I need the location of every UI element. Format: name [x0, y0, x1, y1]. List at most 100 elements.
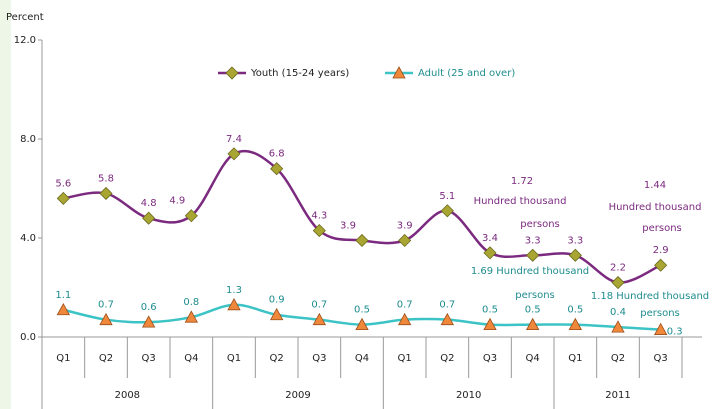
side-strip — [0, 0, 11, 409]
data-label: 0.5 — [525, 305, 541, 316]
data-label: 0.4 — [610, 307, 626, 318]
x-tick-label: Q1 — [56, 353, 70, 364]
marker — [611, 275, 625, 290]
data-label: 1.3 — [226, 285, 242, 296]
x-tick-label: Q1 — [568, 353, 582, 364]
x-tick-label: Q4 — [355, 353, 369, 364]
x-tick-label: Q4 — [526, 353, 540, 364]
marker — [227, 147, 241, 161]
year-label: 2011 — [605, 390, 630, 401]
x-tick-label: Q2 — [440, 353, 454, 364]
data-label: 7.4 — [226, 134, 242, 145]
marker — [654, 258, 668, 272]
marker — [392, 66, 406, 79]
x-tick-label: Q3 — [142, 353, 156, 364]
data-label: 4.3 — [311, 211, 327, 222]
marker — [312, 312, 327, 326]
y-axis-label: Percent — [6, 12, 44, 23]
marker — [611, 320, 625, 333]
annotation: persons — [515, 290, 555, 301]
data-label: 3.3 — [525, 235, 541, 246]
data-label: 0.7 — [397, 300, 413, 311]
x-tick-label: Q2 — [611, 353, 625, 364]
x-tick-label: Q2 — [99, 353, 113, 364]
marker — [653, 322, 668, 335]
marker — [227, 297, 241, 311]
data-label: 0.7 — [439, 300, 455, 311]
marker — [269, 307, 284, 321]
data-label: 0.5 — [482, 305, 498, 316]
data-label: 2.2 — [610, 263, 626, 274]
marker — [355, 317, 369, 331]
marker — [99, 312, 113, 326]
marker — [312, 224, 326, 238]
y-tick-label: 4.0 — [20, 233, 36, 244]
data-label: 3.9 — [340, 220, 356, 231]
x-tick-label: Q3 — [654, 353, 668, 364]
data-label: 5.8 — [98, 173, 114, 184]
data-label: 3.3 — [567, 235, 583, 246]
data-label: 0.3 — [667, 327, 683, 338]
marker — [184, 209, 198, 223]
annotation: 1.18 Hundred thousand — [591, 291, 709, 302]
annotation: persons — [640, 308, 680, 319]
data-label: 0.9 — [269, 295, 285, 306]
data-label: 3.9 — [397, 220, 413, 231]
x-tick-label: Q3 — [312, 353, 326, 364]
x-tick-label: Q4 — [184, 353, 198, 364]
annotation: 1.69 Hundred thousand — [471, 266, 589, 277]
data-label: 0.8 — [183, 297, 199, 308]
data-label: 0.6 — [141, 302, 157, 313]
data-label: 0.7 — [98, 300, 114, 311]
data-label: 0.5 — [354, 305, 370, 316]
data-label: 6.8 — [269, 149, 285, 160]
year-label: 2008 — [115, 390, 140, 401]
marker — [184, 310, 199, 323]
y-tick-label: 8.0 — [20, 134, 36, 145]
data-label: 4.8 — [141, 198, 157, 209]
data-label: 3.4 — [482, 233, 498, 244]
data-label: 5.1 — [439, 191, 455, 202]
marker — [56, 302, 71, 316]
annotation: Hundred thousand — [474, 196, 567, 207]
x-tick-label: Q1 — [227, 353, 241, 364]
y-tick-label: 0.0 — [20, 332, 36, 343]
marker — [483, 317, 497, 331]
marker — [440, 204, 454, 218]
x-tick-label: Q1 — [398, 353, 412, 364]
annotation: 1.72 — [511, 176, 533, 187]
marker — [142, 211, 156, 225]
x-tick-label: Q3 — [483, 353, 497, 364]
marker — [270, 162, 284, 176]
marker — [525, 317, 540, 331]
legend-label: Youth (15-24 years) — [250, 68, 349, 79]
annotation: 1.44 — [644, 180, 666, 191]
marker — [355, 233, 369, 248]
data-label: 0.5 — [567, 305, 583, 316]
y-tick-label: 12.0 — [14, 35, 36, 46]
annotation: Hundred thousand — [609, 202, 702, 213]
data-label: 1.1 — [55, 290, 71, 301]
marker — [483, 246, 497, 260]
data-label: 2.9 — [653, 245, 669, 256]
marker — [568, 317, 583, 331]
annotation: persons — [642, 223, 682, 234]
marker — [141, 315, 156, 328]
year-label: 2010 — [456, 390, 481, 401]
annotation: persons — [520, 219, 560, 230]
marker — [398, 233, 412, 248]
marker — [56, 191, 70, 205]
data-label: 0.7 — [311, 300, 327, 311]
x-tick-label: Q2 — [270, 353, 284, 364]
legend-label: Adult (25 and over) — [418, 68, 515, 79]
year-label: 2009 — [285, 390, 310, 401]
marker — [225, 66, 239, 80]
marker — [397, 312, 412, 326]
marker — [526, 248, 540, 262]
marker — [568, 248, 582, 262]
data-label: 5.6 — [55, 178, 71, 189]
marker — [99, 186, 113, 201]
data-label: 4.9 — [169, 196, 185, 207]
marker — [440, 312, 455, 326]
